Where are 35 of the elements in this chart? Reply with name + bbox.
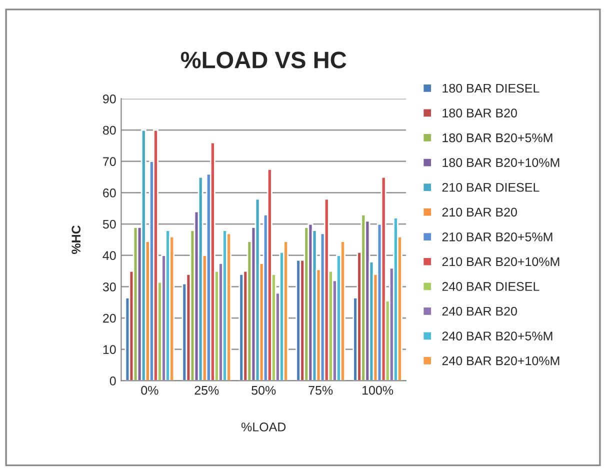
x-tick-label: 75% bbox=[308, 386, 333, 395]
legend-label: 210 BAR B20 bbox=[442, 208, 517, 217]
legend-label: 180 BAR B20+5%M bbox=[442, 133, 552, 142]
legend-label: 210 BAR DIESEL bbox=[442, 182, 540, 192]
bar bbox=[226, 232, 232, 381]
y-axis-title: %HC bbox=[72, 225, 81, 254]
y-tick-label: 70 bbox=[103, 157, 116, 166]
y-tick-label: 10 bbox=[103, 345, 116, 354]
bar bbox=[283, 240, 289, 381]
legend-label: 240 BAR B20+10%M bbox=[442, 356, 560, 366]
y-tick-label: 0 bbox=[110, 376, 116, 386]
x-tick-label: 100% bbox=[362, 386, 394, 395]
legend-label: 210 BAR B20+10%M bbox=[442, 257, 560, 266]
y-tick-label: 80 bbox=[102, 126, 116, 135]
x-tick-label: 0% bbox=[141, 386, 158, 395]
legend-label: 240 BAR B20 bbox=[442, 306, 517, 316]
legend-label: 240 BAR DIESEL bbox=[442, 282, 540, 291]
y-tick-label: 40 bbox=[102, 251, 116, 260]
legend-label: 210 BAR B20+5%M bbox=[442, 232, 552, 242]
x-tick-label: 25% bbox=[194, 386, 219, 395]
legend-label: 180 BAR B20+10%M bbox=[442, 158, 560, 168]
y-tick-label: 60 bbox=[103, 188, 116, 198]
bar bbox=[380, 176, 386, 381]
legend-label: 180 BAR DIESEL bbox=[442, 84, 540, 93]
bar bbox=[153, 129, 158, 381]
chart-title: %LOAD VS HC bbox=[180, 52, 346, 68]
y-tick-label: 90 bbox=[103, 94, 116, 104]
legend-label: 240 BAR B20+5%M bbox=[442, 332, 552, 340]
x-tick-label: 50% bbox=[252, 386, 276, 395]
legend-label: 180 BAR B20 bbox=[442, 108, 517, 118]
x-axis-title: %LOAD bbox=[241, 422, 286, 432]
bar bbox=[340, 240, 346, 381]
y-tick-label: 50 bbox=[102, 220, 116, 229]
y-tick-label: 30 bbox=[102, 282, 116, 292]
y-tick-label: 20 bbox=[103, 314, 116, 323]
